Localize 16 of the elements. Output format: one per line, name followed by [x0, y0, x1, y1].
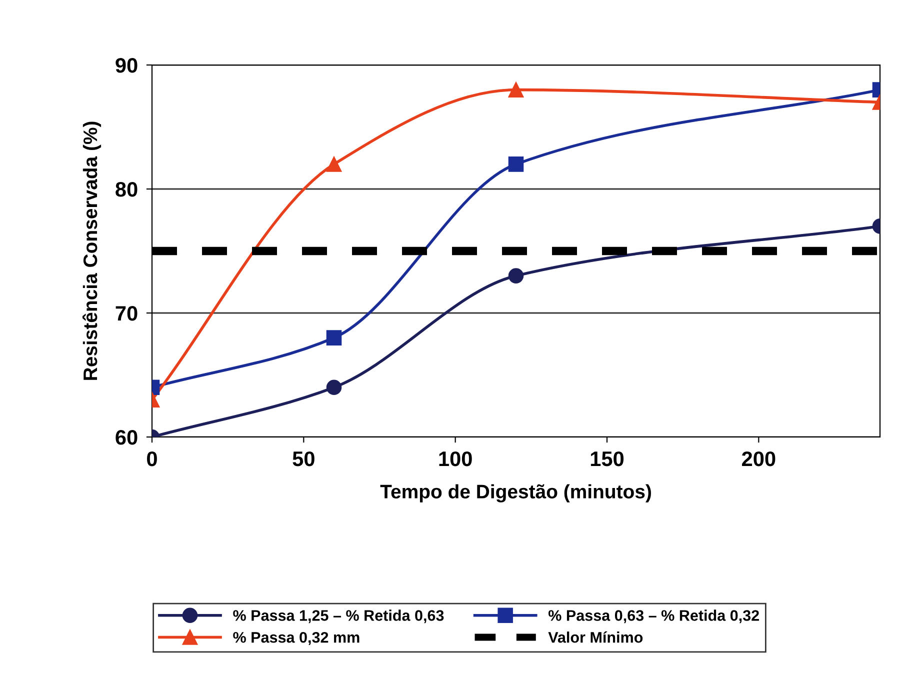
x-tick-label: 50	[292, 451, 314, 466]
legend-label: Valor Mínimo	[548, 631, 643, 643]
x-tick-label: 150	[590, 451, 624, 466]
y-tick-label: 70	[116, 306, 138, 321]
y-tick-label: 80	[116, 182, 138, 197]
y-axis-title: Resistência Conservada (%)	[82, 122, 102, 380]
point	[508, 268, 524, 284]
x-axis-title: Tempo de Digestão (minutos)	[380, 484, 651, 502]
y-tick-label: 90	[116, 58, 138, 73]
legend-label: % Passa 1,25 – % Retida 0,63	[233, 610, 444, 624]
x-tick-label: 0	[147, 451, 157, 466]
legend-label: % Passa 0,63 – % Retida 0,32	[548, 610, 759, 624]
y-tick-label: 60	[116, 430, 138, 445]
legend-label: % Passa 0,32 mm	[233, 632, 360, 645]
x-tick-label: 200	[742, 451, 776, 466]
x-tick-label: 100	[439, 451, 472, 466]
